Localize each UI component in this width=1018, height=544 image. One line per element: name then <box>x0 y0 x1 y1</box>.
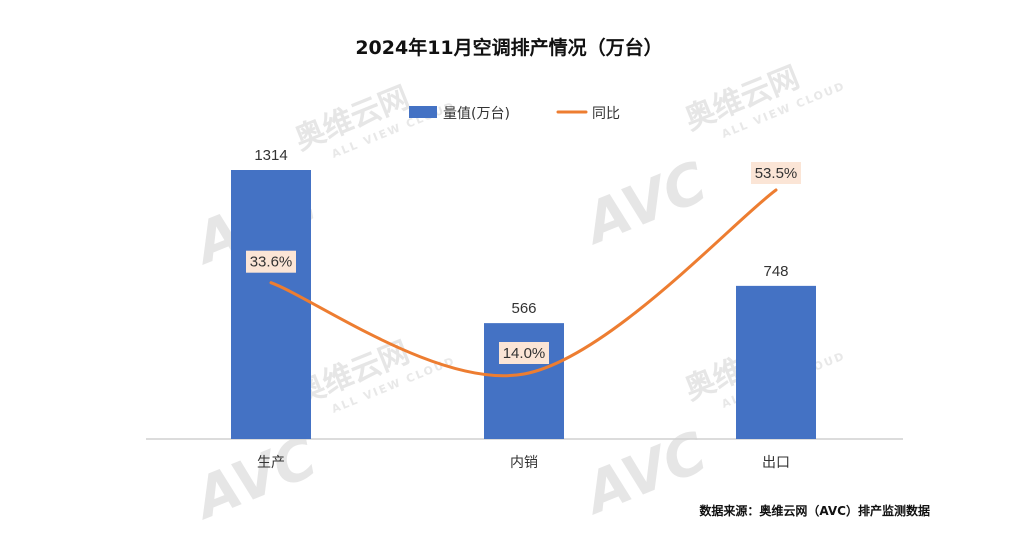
legend-bar-swatch <box>409 106 437 118</box>
yoy-label-text: 53.5% <box>755 165 798 182</box>
bar-2 <box>484 323 564 439</box>
category-labels: 生产 内销 出口 <box>257 455 790 471</box>
yoy-label-text: 14.0% <box>503 345 546 362</box>
bar-1 <box>231 170 311 439</box>
bar-value-label: 1314 <box>254 147 287 164</box>
bar-value-label: 748 <box>763 263 788 280</box>
bar-value-labels: 1314 566 748 <box>254 147 788 317</box>
watermark-logo: AVC <box>573 420 716 528</box>
bar-3 <box>736 285 816 439</box>
source-note: 数据来源：奥维云网（AVC）排产监测数据 <box>699 503 930 518</box>
legend-line-label: 同比 <box>592 106 620 122</box>
yoy-label-text: 33.6% <box>250 254 293 271</box>
legend: 量值(万台) 同比 <box>409 106 620 122</box>
category-label: 内销 <box>510 455 538 471</box>
yoy-label: 14.0% <box>499 342 549 364</box>
yoy-label-bg <box>246 250 296 273</box>
bar-value-label: 566 <box>511 300 536 317</box>
yoy-label: 33.6% <box>246 250 296 273</box>
bar-series <box>231 170 816 439</box>
yoy-label: 53.5% <box>751 162 801 184</box>
category-label: 生产 <box>257 455 285 471</box>
yoy-label-bg <box>499 342 549 364</box>
yoy-line <box>269 188 778 378</box>
category-label: 出口 <box>762 455 790 471</box>
yoy-label-bg <box>751 162 801 184</box>
legend-bar-label: 量值(万台) <box>443 106 510 122</box>
watermark-logo: AVC <box>183 425 326 533</box>
chart-title: 2024年11月空调排产情况（万台） <box>355 36 662 59</box>
watermark-logo: AVC <box>573 150 716 258</box>
yoy-value-labels: 33.6% 14.0% 53.5% <box>246 162 801 364</box>
